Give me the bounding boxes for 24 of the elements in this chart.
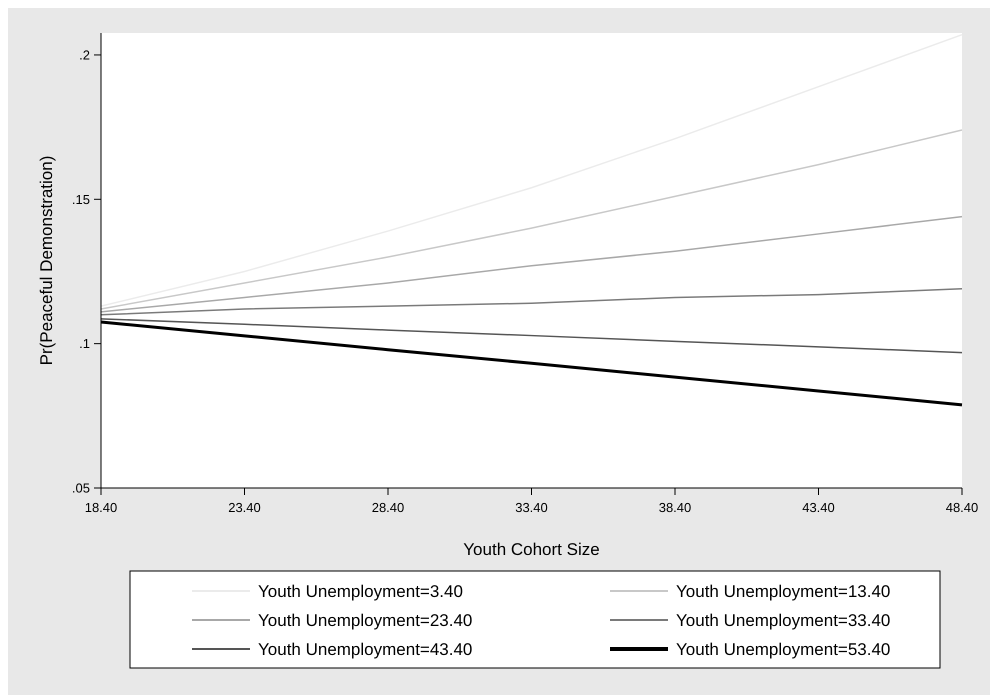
y-tick-label: .15 — [72, 192, 90, 207]
y-tick-label: .1 — [79, 336, 90, 352]
legend-label: Youth Unemployment=53.40 — [676, 640, 890, 659]
legend-label: Youth Unemployment=3.40 — [258, 582, 463, 601]
x-tick-label: 18.40 — [84, 500, 118, 515]
line-series — [100, 288, 963, 316]
x-tick-label: 33.40 — [515, 500, 548, 515]
legend-label: Youth Unemployment=33.40 — [676, 610, 890, 630]
y-tick-label: .2 — [79, 47, 90, 62]
legend-label: Youth Unemployment=13.40 — [676, 582, 890, 601]
line-series — [100, 129, 963, 310]
y-axis-title: Pr(Peaceful Demonstration) — [37, 156, 56, 366]
legend-label: Youth Unemployment=43.40 — [258, 640, 472, 659]
x-axis-title: Youth Cohort Size — [463, 540, 600, 559]
line-series — [100, 216, 963, 313]
x-tick-label: 28.40 — [372, 500, 404, 515]
legend-label: Youth Unemployment=23.40 — [258, 610, 472, 630]
y-tick-label: .05 — [72, 480, 90, 496]
x-tick-label: 43.40 — [802, 500, 835, 515]
x-tick-label: 23.40 — [228, 500, 261, 515]
x-tick-label: 48.40 — [946, 500, 978, 515]
x-tick-label: 38.40 — [658, 500, 692, 515]
line-series — [100, 318, 963, 354]
line-series — [100, 34, 963, 307]
